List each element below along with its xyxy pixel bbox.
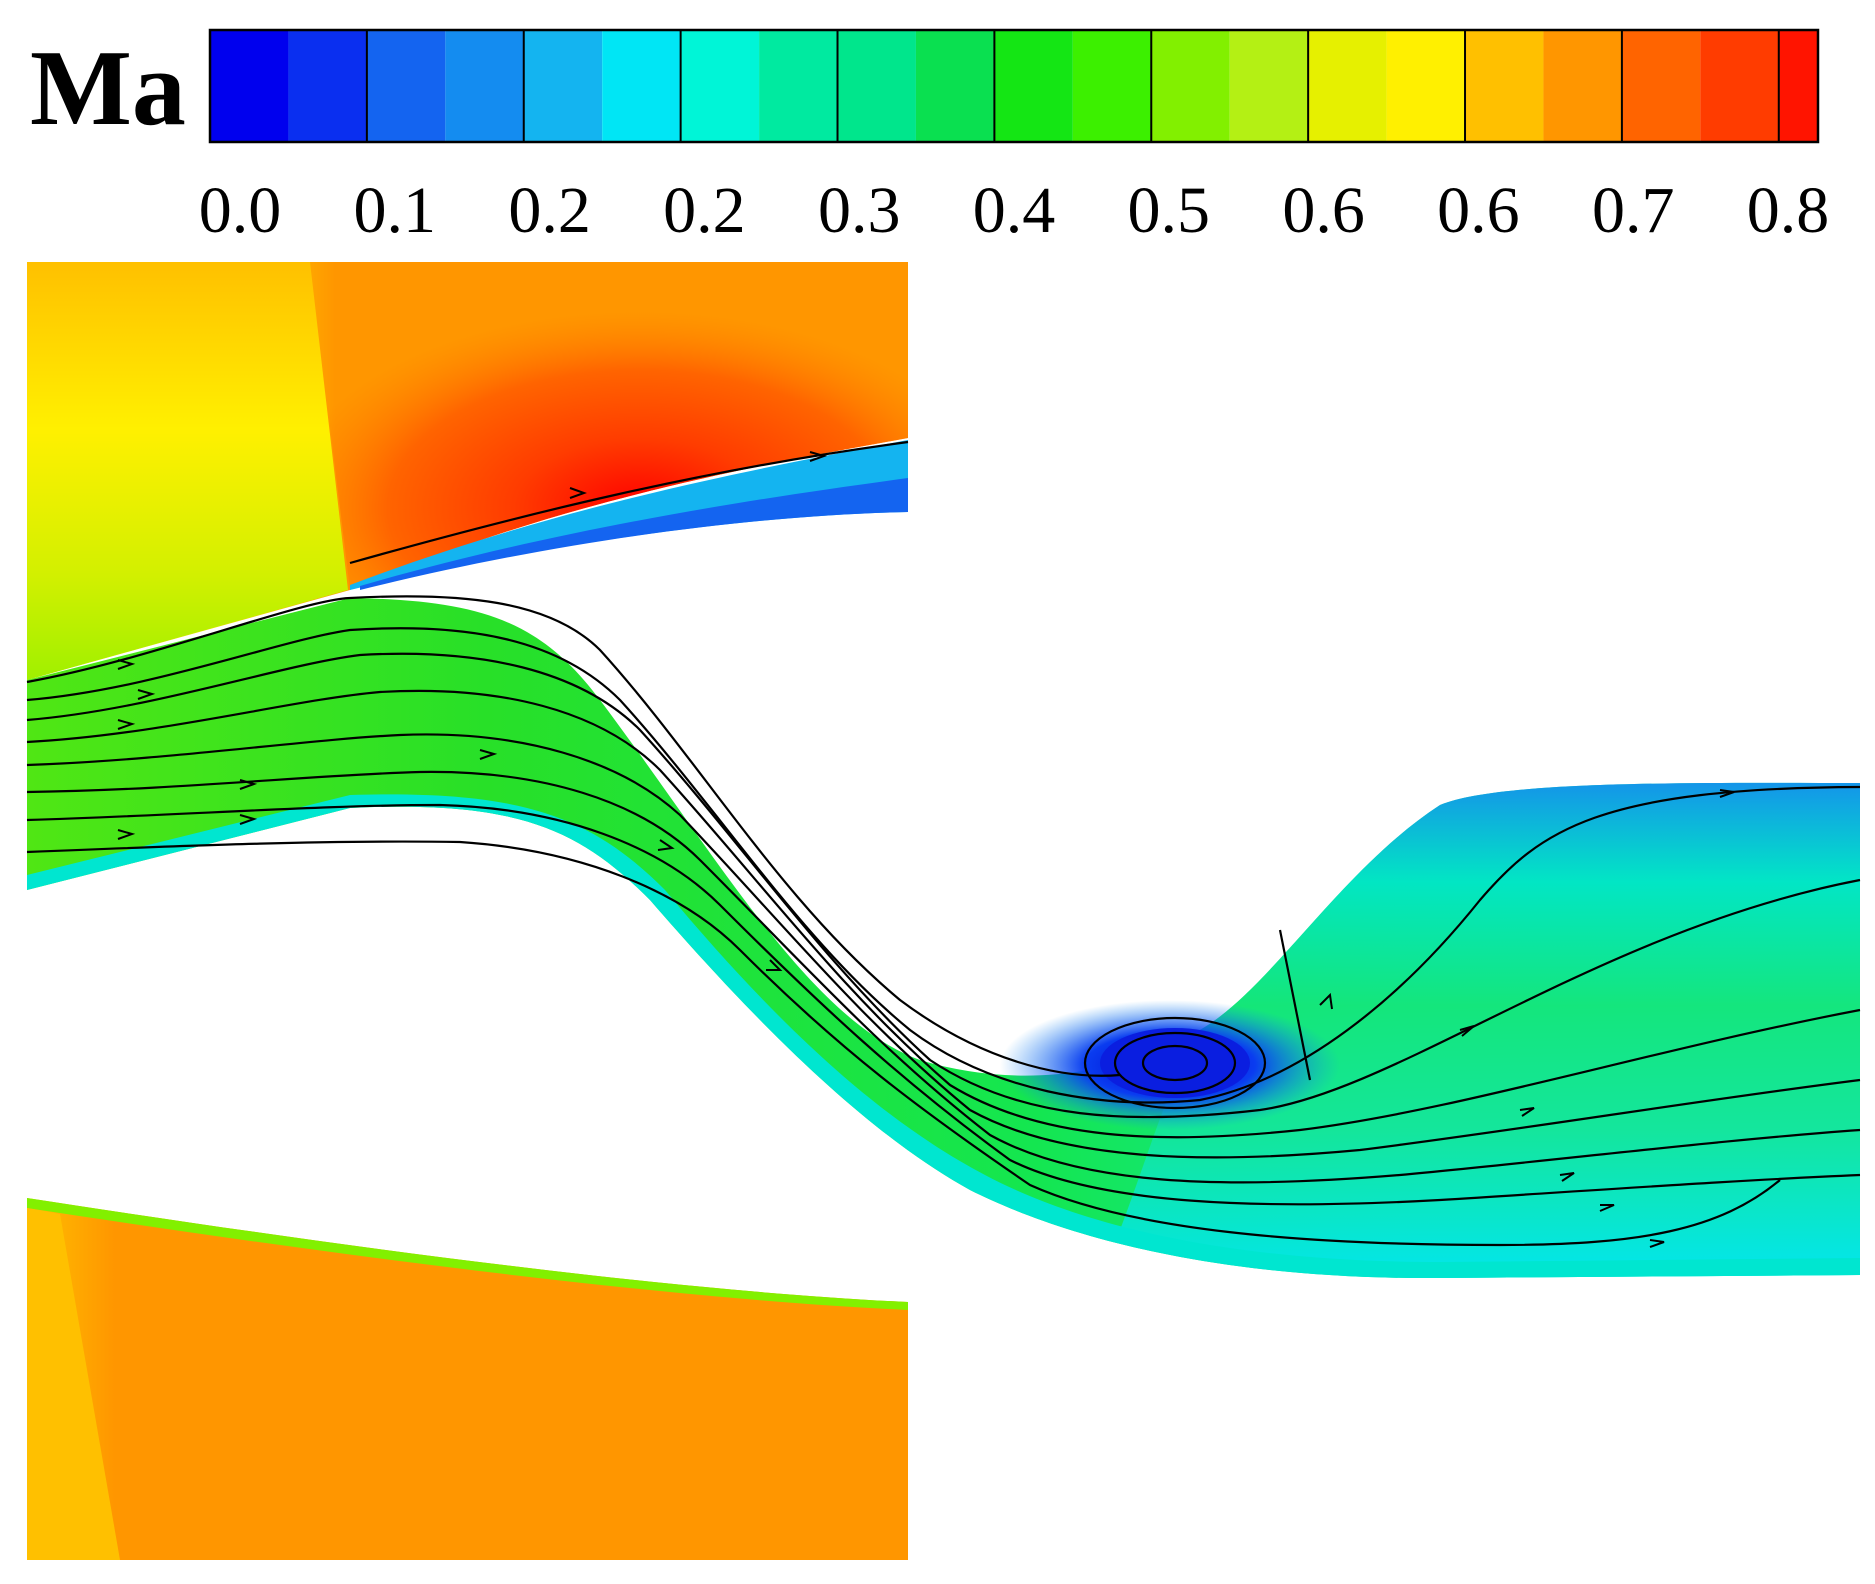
- colorbar-swatch: [1308, 30, 1387, 142]
- colorbar-swatch: [366, 30, 446, 142]
- colorbar-swatch: [1543, 30, 1622, 142]
- colorbar-swatch: [1386, 30, 1466, 142]
- colorbar-tick-label: 0.8: [1746, 174, 1830, 247]
- colorbar-swatch: [837, 30, 916, 142]
- colorbar-tick-label: 0.1: [353, 174, 437, 247]
- colorbar-swatch: [1700, 30, 1779, 142]
- colorbar-tick-label: 0.6: [1282, 174, 1365, 247]
- colorbar-swatch: [1465, 30, 1544, 142]
- colorbar-tick-label: 0.2: [663, 174, 746, 247]
- colorbar-swatch: [602, 30, 681, 142]
- colorbar-swatch: [994, 30, 1073, 142]
- colorbar-swatch: [210, 30, 289, 142]
- colorbar-swatch: [1778, 30, 1818, 142]
- colorbar-swatch: [759, 30, 838, 142]
- upper-inlet-region: [27, 262, 908, 680]
- colorbar-swatch: [1151, 30, 1230, 142]
- colorbar-swatch: [523, 30, 603, 142]
- colorbar-frame: [208, 28, 1820, 144]
- streamline-arrows: [117, 451, 1735, 1248]
- colorbar-swatch: [1621, 30, 1701, 142]
- colorbar-tick-label: 0.0: [198, 174, 282, 247]
- colorbar-swatch: [1229, 30, 1309, 142]
- colorbar-tick-label: 0.5: [1127, 174, 1211, 247]
- colorbar-tick-label: 0.3: [817, 174, 901, 247]
- colorbar-swatch: [445, 30, 524, 142]
- colorbar-tick-label: 0.7: [1591, 174, 1675, 247]
- colorbar-swatch: [680, 30, 760, 142]
- colorbar-tick-label: 0.2: [508, 174, 591, 247]
- colorbar-swatch: [915, 30, 995, 142]
- colorbar-title: Ma: [30, 29, 186, 148]
- colorbar-swatch: [288, 30, 367, 142]
- colorbar-tick-label: 0.4: [972, 174, 1056, 247]
- streamlines: [26, 440, 1861, 1247]
- lower-inlet-region: [27, 1198, 908, 1560]
- colorbar-swatch: [1072, 30, 1152, 142]
- s-duct-region: [27, 598, 1860, 1279]
- colorbar-tick-label: 0.6: [1437, 174, 1520, 247]
